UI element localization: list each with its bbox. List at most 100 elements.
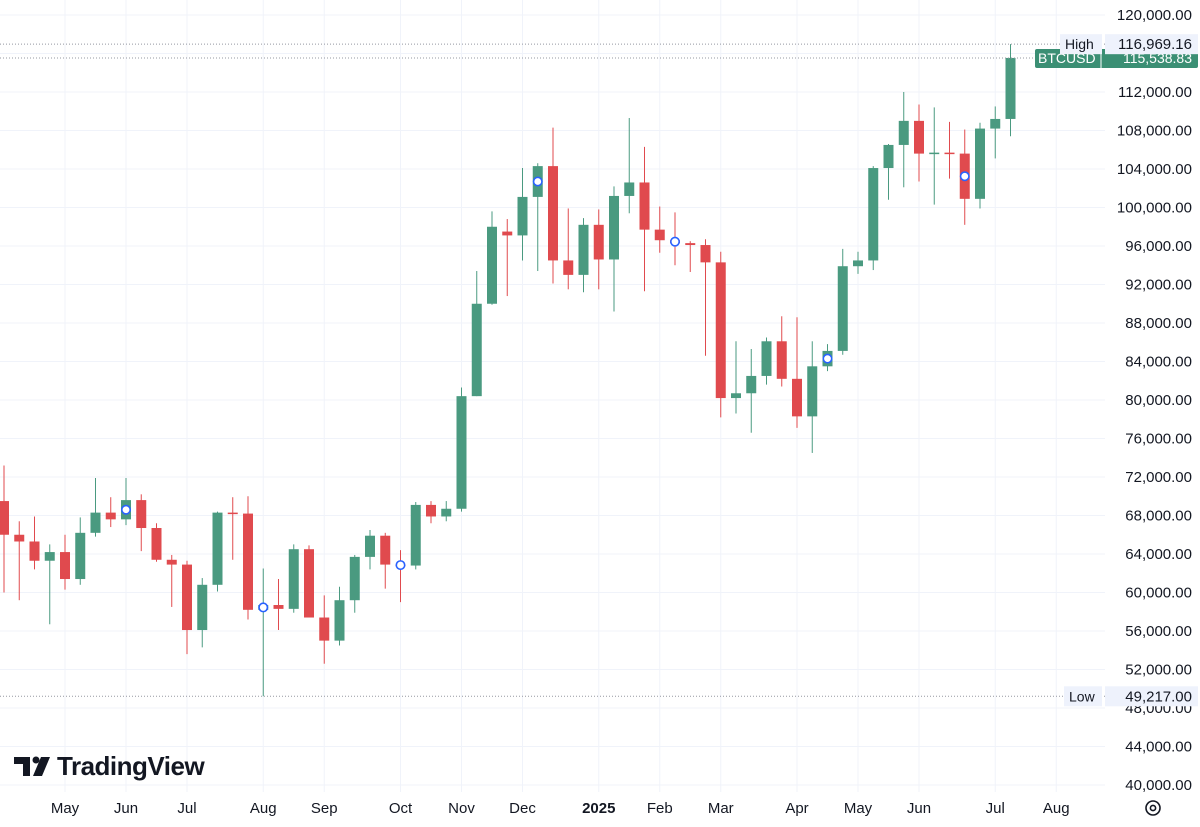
- low-label-bg: [1064, 686, 1102, 707]
- candle: [898, 92, 909, 188]
- candle: [487, 211, 497, 305]
- candle-body: [700, 245, 711, 263]
- event-marker-icon[interactable]: [532, 176, 543, 187]
- event-marker-icon[interactable]: [395, 560, 406, 571]
- low-price-tag[interactable]: Low 49,217.00: [1064, 686, 1198, 707]
- candle-body: [456, 396, 467, 509]
- y-tick-label: 56,000.00: [1125, 623, 1192, 640]
- candle: [304, 545, 314, 618]
- y-tick-label: 96,000.00: [1125, 238, 1192, 255]
- candle-body: [90, 512, 101, 533]
- y-tick-label: 72,000.00: [1125, 469, 1192, 486]
- x-tick-label: Oct: [389, 800, 413, 817]
- candle: [273, 579, 284, 631]
- candle-body: [273, 605, 284, 609]
- candle-body: [0, 501, 9, 535]
- candle-body: [426, 504, 436, 517]
- x-tick-label: Aug: [1043, 800, 1070, 817]
- y-tick-label: 88,000.00: [1125, 315, 1192, 332]
- y-tick-label: 40,000.00: [1125, 777, 1192, 794]
- tradingview-logo[interactable]: TradingView: [14, 751, 206, 781]
- candle-body: [136, 500, 147, 529]
- candle: [44, 544, 55, 625]
- candle-body: [487, 226, 497, 304]
- event-marker-icon[interactable]: [258, 602, 269, 613]
- candle: [548, 127, 558, 284]
- candle-body: [517, 196, 528, 236]
- x-tick-label: Dec: [509, 800, 536, 817]
- high-label: High: [1065, 36, 1094, 52]
- candle: [197, 578, 208, 648]
- event-marker-icon[interactable]: [822, 353, 833, 364]
- candle: [944, 121, 955, 179]
- candle-body: [776, 341, 787, 379]
- candle: [807, 341, 818, 453]
- high-value: 116,969.16: [1118, 36, 1192, 53]
- candle: [1005, 44, 1016, 137]
- candle: [975, 122, 985, 209]
- candle: [593, 209, 604, 290]
- candle: [380, 532, 391, 589]
- candle: [75, 517, 86, 585]
- event-marker-icon[interactable]: [669, 236, 680, 247]
- candles: [0, 44, 1016, 697]
- x-tick-label: May: [844, 800, 873, 817]
- candle-body: [502, 231, 513, 236]
- candle-body: [914, 120, 924, 154]
- candle: [578, 218, 589, 293]
- candle-body: [624, 182, 635, 196]
- x-tick-label: Nov: [448, 800, 475, 817]
- high-label-bg: [1060, 34, 1102, 55]
- low-value-bg: [1105, 686, 1198, 707]
- tradingview-logo-icon: [14, 756, 50, 776]
- candle: [441, 501, 452, 522]
- y-tick-label: 76,000.00: [1125, 431, 1192, 448]
- candle-body: [792, 378, 802, 417]
- candle-body: [166, 559, 177, 565]
- candle-body: [334, 600, 345, 641]
- y-tick-label: 80,000.00: [1125, 392, 1192, 409]
- x-tick-label: Aug: [250, 800, 277, 817]
- event-marker-icon[interactable]: [121, 504, 132, 515]
- candle-body: [731, 393, 741, 399]
- candle: [624, 117, 635, 214]
- candle: [0, 465, 9, 593]
- logo-text: TradingView: [57, 751, 205, 781]
- candle-body: [853, 260, 863, 267]
- candle-body: [975, 128, 985, 199]
- candle: [761, 337, 772, 385]
- candle-body: [410, 504, 421, 566]
- y-tick-label: 104,000.00: [1117, 161, 1192, 178]
- candle: [121, 477, 131, 526]
- x-tick-label: Sep: [311, 800, 338, 817]
- candle: [685, 241, 696, 272]
- time-axis[interactable]: May Jun Jul Aug Sep Oct Nov Dec 2025 Feb Mar Apr May…: [51, 800, 1070, 817]
- y-tick-label: 84,000.00: [1125, 354, 1192, 371]
- candle-body: [471, 303, 482, 397]
- candle: [746, 348, 757, 433]
- candle-body: [807, 366, 818, 417]
- x-tick-label: Jul: [177, 800, 196, 817]
- event-marker-icon[interactable]: [959, 171, 970, 182]
- price-axis[interactable]: 40,000.0044,000.0048,000.0052,000.0056,0…: [1035, 7, 1198, 794]
- candle: [410, 502, 421, 570]
- candle: [166, 554, 177, 607]
- candle: [258, 568, 269, 697]
- gear-icon[interactable]: [1145, 800, 1161, 816]
- high-price-tag[interactable]: High 116,969.16: [1060, 34, 1198, 55]
- x-tick-label: Jun: [114, 800, 138, 817]
- candle-body: [685, 243, 696, 246]
- low-label: Low: [1069, 688, 1096, 704]
- candle: [182, 560, 192, 655]
- candle: [212, 511, 223, 592]
- candle: [990, 106, 1001, 159]
- candle-body: [29, 541, 40, 561]
- y-tick-label: 100,000.00: [1117, 200, 1192, 217]
- candle-body: [182, 564, 192, 631]
- candle: [227, 497, 238, 560]
- candle-body: [654, 229, 665, 241]
- candle-body: [761, 341, 772, 376]
- y-tick-label: 120,000.00: [1117, 7, 1192, 24]
